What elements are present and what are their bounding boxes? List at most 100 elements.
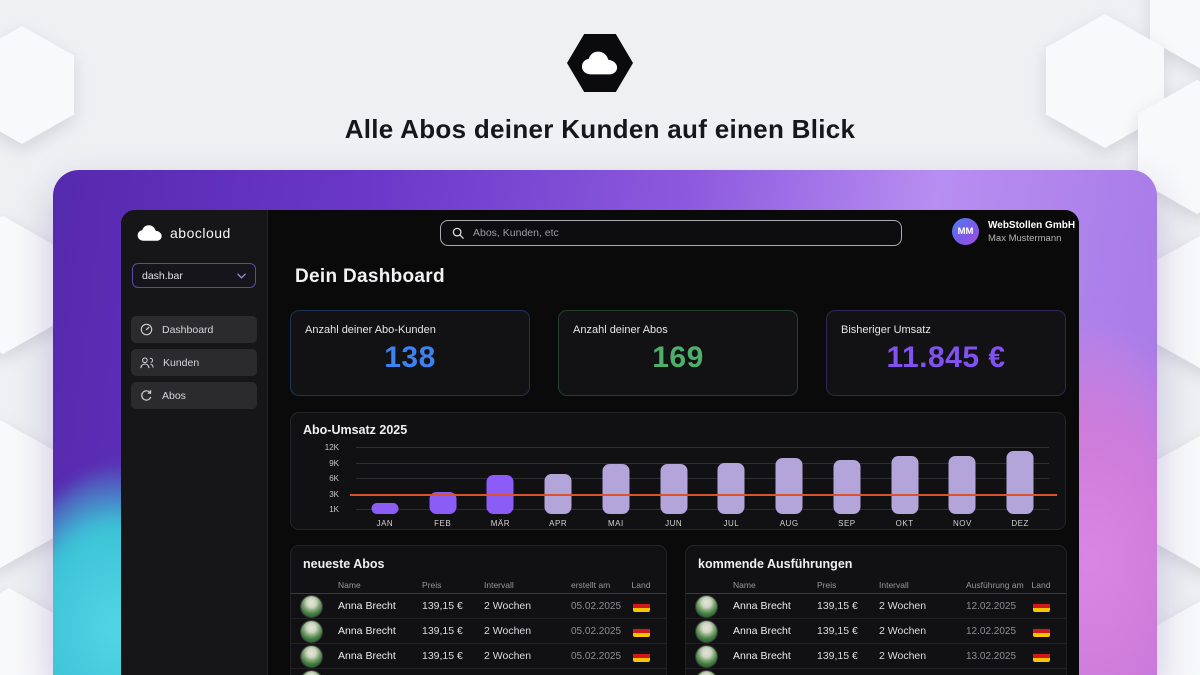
column-header: Intervall <box>484 580 514 590</box>
sidebar-item-dashboard[interactable]: Dashboard <box>131 316 257 343</box>
gridline <box>356 462 1049 464</box>
stat-card-umsatz: Bisheriger Umsatz 11.845 € <box>826 310 1066 396</box>
x-tick-label: OKT <box>895 519 914 528</box>
cloud-icon <box>137 225 162 241</box>
bar-column <box>703 447 761 514</box>
x-tick-label: AUG <box>779 519 799 528</box>
stat-label: Anzahl deiner Abos <box>573 324 668 336</box>
table-header: Name Preis Intervall erstellt am Land <box>291 577 666 594</box>
date-cell: 05.02.2025 <box>571 650 622 662</box>
name-cell: Anna Brecht <box>733 650 791 662</box>
customer-avatar <box>301 595 322 617</box>
customer-avatar <box>301 670 322 675</box>
table-row[interactable]: Anna Brecht 139,15 € 2 Wochen 05.02.2025 <box>291 644 666 669</box>
sidebar-item-label: Abos <box>162 389 186 402</box>
bar-JUL <box>717 463 745 514</box>
table-row[interactable]: Anna Brecht 139,15 € 2 Wochen 13.02.2025 <box>686 644 1066 669</box>
y-tick-label: 1K <box>329 505 339 514</box>
germany-flag-icon <box>632 625 650 637</box>
x-tick-label: JUL <box>723 519 740 528</box>
stat-label: Bisheriger Umsatz <box>841 324 931 336</box>
x-tick-label: MÄR <box>490 519 511 528</box>
bar-column <box>645 447 703 514</box>
column-header: Name <box>733 580 756 590</box>
price-cell: 139,15 € <box>422 600 463 612</box>
sidebar: abocloud dash.bar Dashboard <box>121 210 268 675</box>
stat-value: 169 <box>652 341 704 374</box>
x-tick-label: JAN <box>376 519 394 528</box>
bar-NOV <box>948 455 976 514</box>
chevron-down-icon <box>237 273 246 279</box>
table-header: Name Preis Intervall Ausführung am Land <box>686 577 1066 594</box>
table-title: neueste Abos <box>303 557 385 571</box>
germany-flag-icon <box>632 650 650 662</box>
bar-column <box>414 447 472 514</box>
sidebar-item-label: Kunden <box>163 356 200 369</box>
table-title: kommende Ausführungen <box>698 557 853 571</box>
bar-DEZ <box>1006 451 1034 514</box>
price-cell: 139,15 € <box>817 600 858 612</box>
name-cell: Anna Brecht <box>733 600 791 612</box>
germany-flag-icon <box>1032 600 1050 612</box>
brand-name: abocloud <box>170 225 231 241</box>
hexagon-decoration <box>0 26 74 144</box>
bars <box>356 447 1049 514</box>
name-cell: Anna Brecht <box>338 650 396 662</box>
x-tick-label: NOV <box>952 519 972 528</box>
chart-grid <box>350 447 1057 514</box>
workspace-selector-value: dash.bar <box>142 269 183 282</box>
search-bar[interactable] <box>440 220 902 246</box>
germany-flag-icon <box>632 600 650 612</box>
customer-avatar <box>301 620 322 642</box>
column-header: Land <box>1031 580 1051 590</box>
x-tick-label: APR <box>549 519 568 528</box>
user-avatar[interactable]: MM <box>952 218 979 245</box>
bar-column <box>934 447 992 514</box>
bar-SEP <box>833 459 861 514</box>
chart-plot-area: JAN FEB MÄR APR MAI JUN JUL AUG SEP OKT NOV DEZ <box>350 447 1057 528</box>
sidebar-item-abos[interactable]: Abos <box>131 382 257 409</box>
customer-avatar <box>696 645 717 667</box>
main-content: MM WebStollen GmbH Max Mustermann Dein D… <box>268 210 1079 675</box>
stat-cards-row: Anzahl deiner Abo-Kunden 138 Anzahl dein… <box>290 310 1066 396</box>
users-icon <box>140 356 154 368</box>
bar-column <box>760 447 818 514</box>
upcoming-executions-card: kommende Ausführungen Name Preis Intervall… <box>685 545 1067 675</box>
column-header: Preis <box>422 580 442 590</box>
gauge-icon <box>140 323 153 336</box>
table-body: Anna Brecht 139,15 € 2 Wochen 05.02.2025 Ann… <box>291 594 666 675</box>
bar-JAN <box>371 502 399 514</box>
stat-value: 11.845 € <box>886 341 1006 374</box>
stat-card-abos: Anzahl deiner Abos 169 <box>558 310 798 396</box>
bar-JUN <box>660 464 688 514</box>
price-cell: 139,15 € <box>422 650 463 662</box>
int-cell: 2 Wochen <box>484 650 532 662</box>
date-cell: 05.02.2025 <box>571 600 622 612</box>
company-name: WebStollen GmbH <box>988 220 1076 231</box>
bar-MAI <box>602 463 630 514</box>
x-tick-label: MAI <box>608 519 624 528</box>
workspace-selector[interactable]: dash.bar <box>132 263 256 288</box>
bar-column <box>356 447 414 514</box>
sidebar-nav: Dashboard Kunden Abos <box>121 316 267 409</box>
search-input[interactable] <box>473 227 890 239</box>
stat-value: 138 <box>384 341 436 374</box>
table-row[interactable]: Anna Brecht 139,15 € 2 Wochen 12.02.2025 <box>686 619 1066 644</box>
int-cell: 2 Wochen <box>484 625 532 637</box>
column-header: Name <box>338 580 361 590</box>
column-header: Intervall <box>879 580 909 590</box>
x-tick-label: DEZ <box>1011 519 1029 528</box>
user-name: Max Mustermann <box>988 233 1062 244</box>
name-cell: Anna Brecht <box>338 600 396 612</box>
table-row[interactable]: Anna Brecht 139,15 € 2 Wochen 12.02.2025 <box>686 594 1066 619</box>
bar-column <box>876 447 934 514</box>
avatar-initials: MM <box>957 226 974 237</box>
sidebar-item-kunden[interactable]: Kunden <box>131 349 257 376</box>
stat-label: Anzahl deiner Abo-Kunden <box>305 324 436 336</box>
gridline <box>356 447 1049 448</box>
